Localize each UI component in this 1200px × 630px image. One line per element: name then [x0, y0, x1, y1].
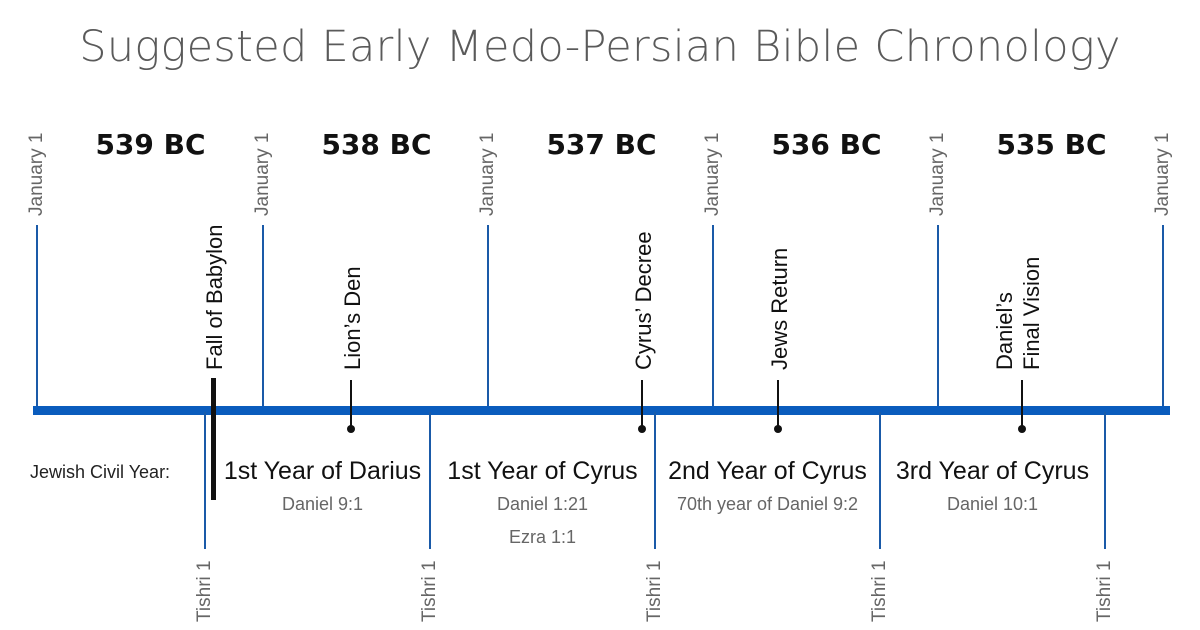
event-line-jews-return — [777, 380, 779, 430]
year-label: 536 BC — [771, 128, 882, 161]
timeline-bar — [33, 406, 1170, 415]
civil-year-name: 3rd Year of Cyrus — [895, 457, 1090, 485]
tishri1-label: Tishri 1 — [644, 560, 665, 622]
event-label-line1: Daniel’s — [992, 292, 1017, 370]
jan1-tick — [487, 225, 489, 409]
tishri1-label: Tishri 1 — [1094, 560, 1115, 622]
civil-year-name: 2nd Year of Cyrus — [668, 457, 867, 485]
tishri1-label: Tishri 1 — [419, 560, 440, 622]
event-label-line2: Final Vision — [1019, 256, 1044, 370]
year-label: 535 BC — [996, 128, 1107, 161]
civil-year-ref: Daniel 10:1 — [946, 494, 1039, 514]
event-dot-cyrus-decree — [638, 425, 646, 433]
civil-year-block: 3rd Year of Cyrus Daniel 10:1 — [880, 454, 1105, 521]
year-label: 539 BC — [95, 128, 206, 161]
civil-year-name: 1st Year of Cyrus — [447, 457, 638, 485]
year-label: 537 BC — [546, 128, 657, 161]
event-label-jews-return: Jews Return — [767, 247, 792, 370]
event-label-daniels-final-vision: Daniel’s Final Vision — [991, 257, 1045, 370]
event-line-daniels-final-vision — [1021, 380, 1023, 430]
civil-year-block: 1st Year of Cyrus Daniel 1:21 Ezra 1:1 — [430, 454, 655, 554]
civil-year-ref: Daniel 9:1 — [281, 494, 364, 514]
civil-year-ref: Ezra 1:1 — [508, 527, 577, 547]
tishri1-label: Tishri 1 — [869, 560, 890, 622]
civil-year-name: 1st Year of Darius — [223, 457, 422, 485]
event-dot-daniels-final-vision — [1018, 425, 1026, 433]
event-label-fall-of-babylon: Fall of Babylon — [202, 224, 227, 370]
jan1-tick — [937, 225, 939, 409]
event-line-lions-den — [350, 380, 352, 430]
jan1-tick — [36, 225, 38, 409]
tishri1-tick — [429, 412, 431, 549]
civil-year-block: 2nd Year of Cyrus 70th year of Daniel 9:… — [655, 454, 880, 521]
event-label-cyrus-decree: Cyrus’ Decree — [631, 231, 656, 370]
tishri1-tick — [879, 412, 881, 549]
tishri1-tick — [654, 412, 656, 549]
event-label-lions-den: Lion’s Den — [340, 266, 365, 370]
jan1-tick — [262, 225, 264, 409]
jewish-civil-year-caption: Jewish Civil Year: — [30, 462, 171, 482]
jan1-tick — [712, 225, 714, 409]
event-line-cyrus-decree — [641, 380, 643, 430]
tishri1-label: Tishri 1 — [194, 560, 215, 622]
civil-year-ref: 70th year of Daniel 9:2 — [676, 494, 859, 514]
event-dot-lions-den — [347, 425, 355, 433]
fall-of-babylon-marker — [211, 378, 216, 500]
civil-year-block: 1st Year of Darius Daniel 9:1 — [210, 454, 435, 521]
page-title: Suggested Early Medo-Persian Bible Chron… — [79, 22, 1121, 72]
jan1-tick — [1162, 225, 1164, 409]
event-dot-jews-return — [774, 425, 782, 433]
year-label: 538 BC — [321, 128, 432, 161]
tishri1-tick — [1104, 412, 1106, 549]
civil-year-ref: Daniel 1:21 — [496, 494, 589, 514]
tishri1-tick — [204, 412, 206, 549]
